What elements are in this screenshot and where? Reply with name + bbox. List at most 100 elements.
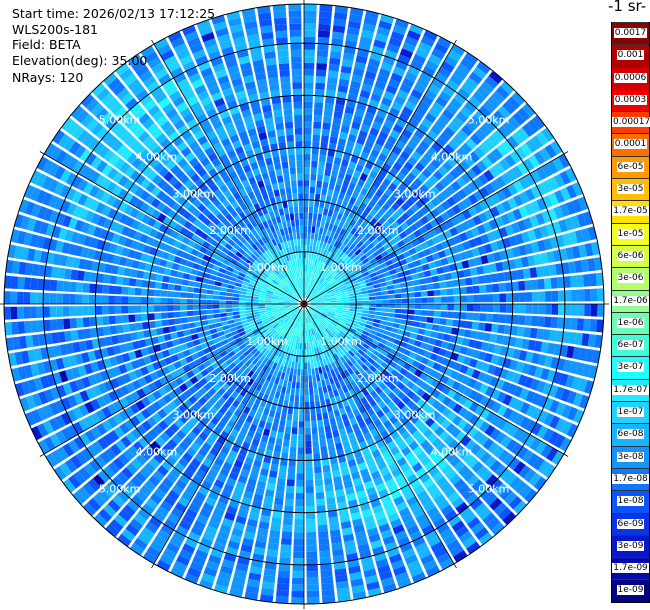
ray-gate-cell [542,329,551,341]
ray-gate-cell [208,279,216,285]
ray-gate-cell [50,319,58,331]
ray-gate-cell [329,230,336,239]
ray-gate-cell [408,182,419,193]
ray-gate-cell [366,385,374,394]
ray-gate-cell [306,271,309,279]
ray-gate-cell [492,293,500,303]
ray-gate-cell [401,386,411,395]
ray-gate-cell [487,442,500,455]
ray-gate-cell [326,315,334,320]
ray-gate-cell [427,146,438,158]
ray-gate-cell [530,378,540,391]
ray-gate-cell [506,304,513,313]
ray-gate-cell [316,413,323,421]
ray-gate-cell [509,150,522,164]
ray-gate-cell [379,338,388,345]
ray-gate-cell [581,333,590,347]
ray-gate-cell [430,186,440,197]
ray-gate-cell [462,197,473,208]
ray-gate-cell [366,320,374,326]
ray-gate-cell [393,261,402,269]
ray-gate-cell [306,538,317,546]
ray-gate-cell [284,373,290,381]
ray-gate-cell [308,295,315,300]
ray-gate-cell [422,65,436,77]
ray-gate-cell [101,295,109,304]
ray-gate-cell [323,298,330,301]
ray-gate-cell [458,320,467,328]
ray-gate-cell [319,393,325,401]
ray-gate-cell [341,159,349,168]
ray-gate-cell [304,193,309,200]
ray-gate-cell [310,306,317,310]
ray-gate-cell [316,299,324,302]
ray-gate-cell [462,240,471,251]
ray-gate-cell [219,300,226,304]
ray-gate-cell [401,309,409,314]
ray-gate-cell [291,597,304,604]
ray-gate-cell [480,255,489,265]
ray-gate-cell [415,467,427,478]
ray-gate-cell [397,346,406,354]
ray-gate-cell [348,311,356,315]
ray-gate-cell [467,426,479,438]
ray-gate-cell [333,315,341,320]
ray-gate-cell [377,328,385,334]
ray-gate-cell [270,463,279,472]
ray-gate-cell [279,419,286,427]
ray-gate-cell [485,474,498,487]
ray-gate-cell [383,90,395,101]
ray-gate-cell [388,37,402,48]
ray-gate-cell [443,533,457,546]
ray-gate-cell [286,485,295,493]
ray-gate-cell [173,311,181,318]
ray-gate-cell [443,144,455,155]
ray-gate-cell [293,551,304,559]
ray-gate-cell [446,196,457,207]
ray-gate-cell [484,183,495,195]
ray-gate-cell [469,401,480,413]
ray-gate-cell [175,324,183,332]
ray-gate-cell [190,268,199,276]
ray-gate-cell [406,30,421,41]
ray-gate-cell [378,324,386,330]
ray-gate-cell [543,238,553,251]
ray-gate-cell [271,424,279,432]
ray-gate-cell [381,290,389,296]
ray-gate-cell [304,180,310,187]
ray-gate-cell [413,229,422,238]
ray-gate-cell [362,300,370,304]
ray-gate-cell [365,231,373,239]
ray-gate-cell [154,312,162,320]
ray-gate-cell [304,343,307,350]
ray-gate-cell [465,138,477,150]
ray-gate-cell [522,103,536,118]
ray-gate-cell [310,258,314,266]
ray-gate-cell [361,219,369,228]
ray-gate-cell [462,452,474,464]
ray-gate-cell [314,282,320,289]
ray-gate-cell [226,288,234,293]
ray-gate-cell [519,484,533,499]
ray-gate-cell [282,379,288,387]
ray-gate-cell [327,237,333,245]
ray-gate-cell [109,275,117,285]
ray-gate-cell [475,447,487,460]
ray-gate-cell [564,290,572,302]
ray-gate-cell [306,292,310,299]
ray-gate-cell [403,269,411,276]
ray-gate-cell [82,282,90,293]
ray-gate-cell [498,314,506,324]
ray-gate-cell [316,326,321,333]
ray-gate-cell [581,363,592,378]
ray-gate-cell [306,336,309,344]
ray-gate-cell [309,355,314,363]
ray-gate-cell [219,295,227,300]
ray-gate-cell [524,280,532,291]
ray-gate-cell [76,317,84,328]
ray-gate-cell [439,318,447,326]
ray-gate-cell [328,277,335,284]
ray-gate-cell [405,123,416,134]
ray-gate-cell [232,304,239,308]
ray-gate-cell [304,362,308,370]
